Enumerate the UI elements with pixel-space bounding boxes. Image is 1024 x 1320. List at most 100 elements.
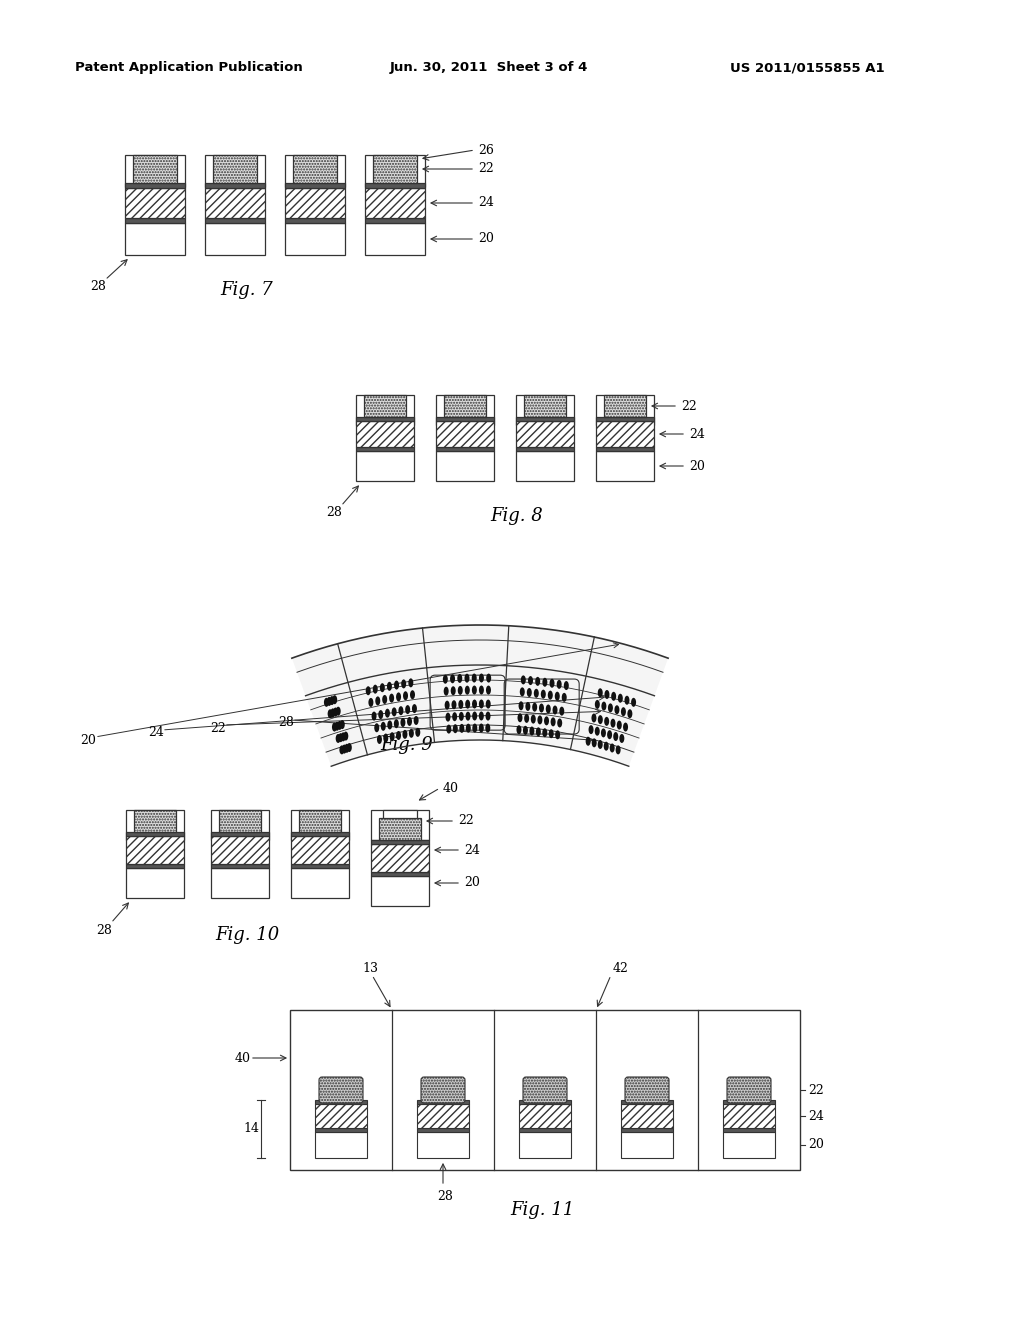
- Bar: [516, 451, 574, 480]
- Ellipse shape: [608, 704, 613, 713]
- Ellipse shape: [396, 693, 401, 701]
- Ellipse shape: [485, 711, 490, 721]
- Bar: [365, 187, 425, 218]
- Ellipse shape: [445, 713, 451, 722]
- Ellipse shape: [541, 689, 546, 698]
- Bar: [125, 183, 185, 187]
- Bar: [723, 1133, 775, 1158]
- Text: 24: 24: [148, 726, 164, 739]
- Ellipse shape: [332, 722, 337, 731]
- Ellipse shape: [381, 722, 386, 731]
- Ellipse shape: [324, 698, 329, 706]
- Ellipse shape: [610, 718, 615, 727]
- Bar: [291, 832, 349, 836]
- Bar: [134, 810, 176, 832]
- Ellipse shape: [373, 685, 378, 694]
- Ellipse shape: [539, 704, 544, 713]
- Bar: [205, 154, 265, 187]
- Text: 20: 20: [464, 876, 480, 890]
- Bar: [293, 154, 337, 183]
- Bar: [723, 1100, 775, 1104]
- Ellipse shape: [564, 681, 568, 690]
- Bar: [356, 447, 414, 451]
- Ellipse shape: [387, 721, 392, 730]
- Bar: [364, 395, 406, 417]
- Text: Fig. 7: Fig. 7: [220, 281, 272, 300]
- FancyBboxPatch shape: [523, 1077, 567, 1104]
- Bar: [126, 869, 184, 898]
- Text: 28: 28: [90, 281, 105, 293]
- Ellipse shape: [631, 698, 636, 706]
- Ellipse shape: [546, 705, 551, 714]
- Ellipse shape: [623, 722, 628, 731]
- Ellipse shape: [414, 715, 419, 725]
- Ellipse shape: [391, 708, 396, 717]
- Text: 14: 14: [243, 1122, 259, 1135]
- Bar: [604, 395, 646, 417]
- Ellipse shape: [328, 709, 333, 718]
- Text: 20: 20: [808, 1138, 824, 1151]
- Text: 22: 22: [681, 400, 696, 412]
- Ellipse shape: [465, 685, 470, 694]
- Bar: [356, 395, 414, 425]
- Text: 42: 42: [613, 961, 629, 974]
- Ellipse shape: [601, 729, 606, 738]
- Ellipse shape: [544, 717, 549, 726]
- Ellipse shape: [589, 725, 594, 734]
- Ellipse shape: [332, 696, 337, 704]
- Ellipse shape: [341, 733, 346, 742]
- Ellipse shape: [543, 729, 547, 737]
- Ellipse shape: [366, 686, 371, 696]
- Bar: [356, 451, 414, 480]
- FancyBboxPatch shape: [421, 1077, 465, 1104]
- Ellipse shape: [595, 727, 600, 735]
- Bar: [211, 869, 269, 898]
- Ellipse shape: [592, 738, 597, 747]
- Bar: [126, 810, 184, 840]
- Ellipse shape: [536, 677, 541, 686]
- Bar: [211, 836, 269, 865]
- Bar: [519, 1129, 571, 1133]
- Bar: [125, 187, 185, 218]
- Bar: [417, 1133, 469, 1158]
- Ellipse shape: [382, 694, 387, 704]
- Bar: [285, 154, 345, 187]
- Bar: [417, 1104, 469, 1129]
- Ellipse shape: [548, 690, 553, 700]
- Ellipse shape: [472, 685, 477, 694]
- Ellipse shape: [453, 713, 457, 721]
- Bar: [436, 421, 494, 447]
- Ellipse shape: [620, 734, 625, 743]
- Ellipse shape: [374, 723, 379, 733]
- Ellipse shape: [479, 685, 484, 694]
- Ellipse shape: [534, 689, 539, 698]
- Bar: [315, 1129, 367, 1133]
- Ellipse shape: [442, 675, 447, 684]
- Ellipse shape: [615, 746, 621, 754]
- Bar: [133, 154, 177, 183]
- Ellipse shape: [331, 709, 335, 717]
- Bar: [516, 421, 574, 447]
- Ellipse shape: [401, 680, 407, 689]
- Bar: [519, 1100, 571, 1104]
- Ellipse shape: [549, 729, 554, 738]
- Ellipse shape: [609, 743, 614, 752]
- Bar: [126, 832, 184, 836]
- Ellipse shape: [416, 727, 420, 737]
- Ellipse shape: [409, 678, 414, 688]
- Ellipse shape: [369, 698, 374, 708]
- Ellipse shape: [611, 692, 616, 701]
- Ellipse shape: [387, 682, 392, 690]
- Text: 40: 40: [234, 1052, 251, 1064]
- Bar: [285, 218, 345, 223]
- Bar: [621, 1129, 673, 1133]
- Bar: [436, 395, 494, 425]
- Ellipse shape: [616, 721, 622, 730]
- Bar: [621, 1100, 673, 1104]
- Bar: [596, 417, 654, 421]
- Ellipse shape: [465, 700, 470, 709]
- Bar: [596, 447, 654, 451]
- Ellipse shape: [607, 730, 612, 739]
- Ellipse shape: [444, 701, 450, 710]
- Text: Fig. 8: Fig. 8: [490, 507, 543, 525]
